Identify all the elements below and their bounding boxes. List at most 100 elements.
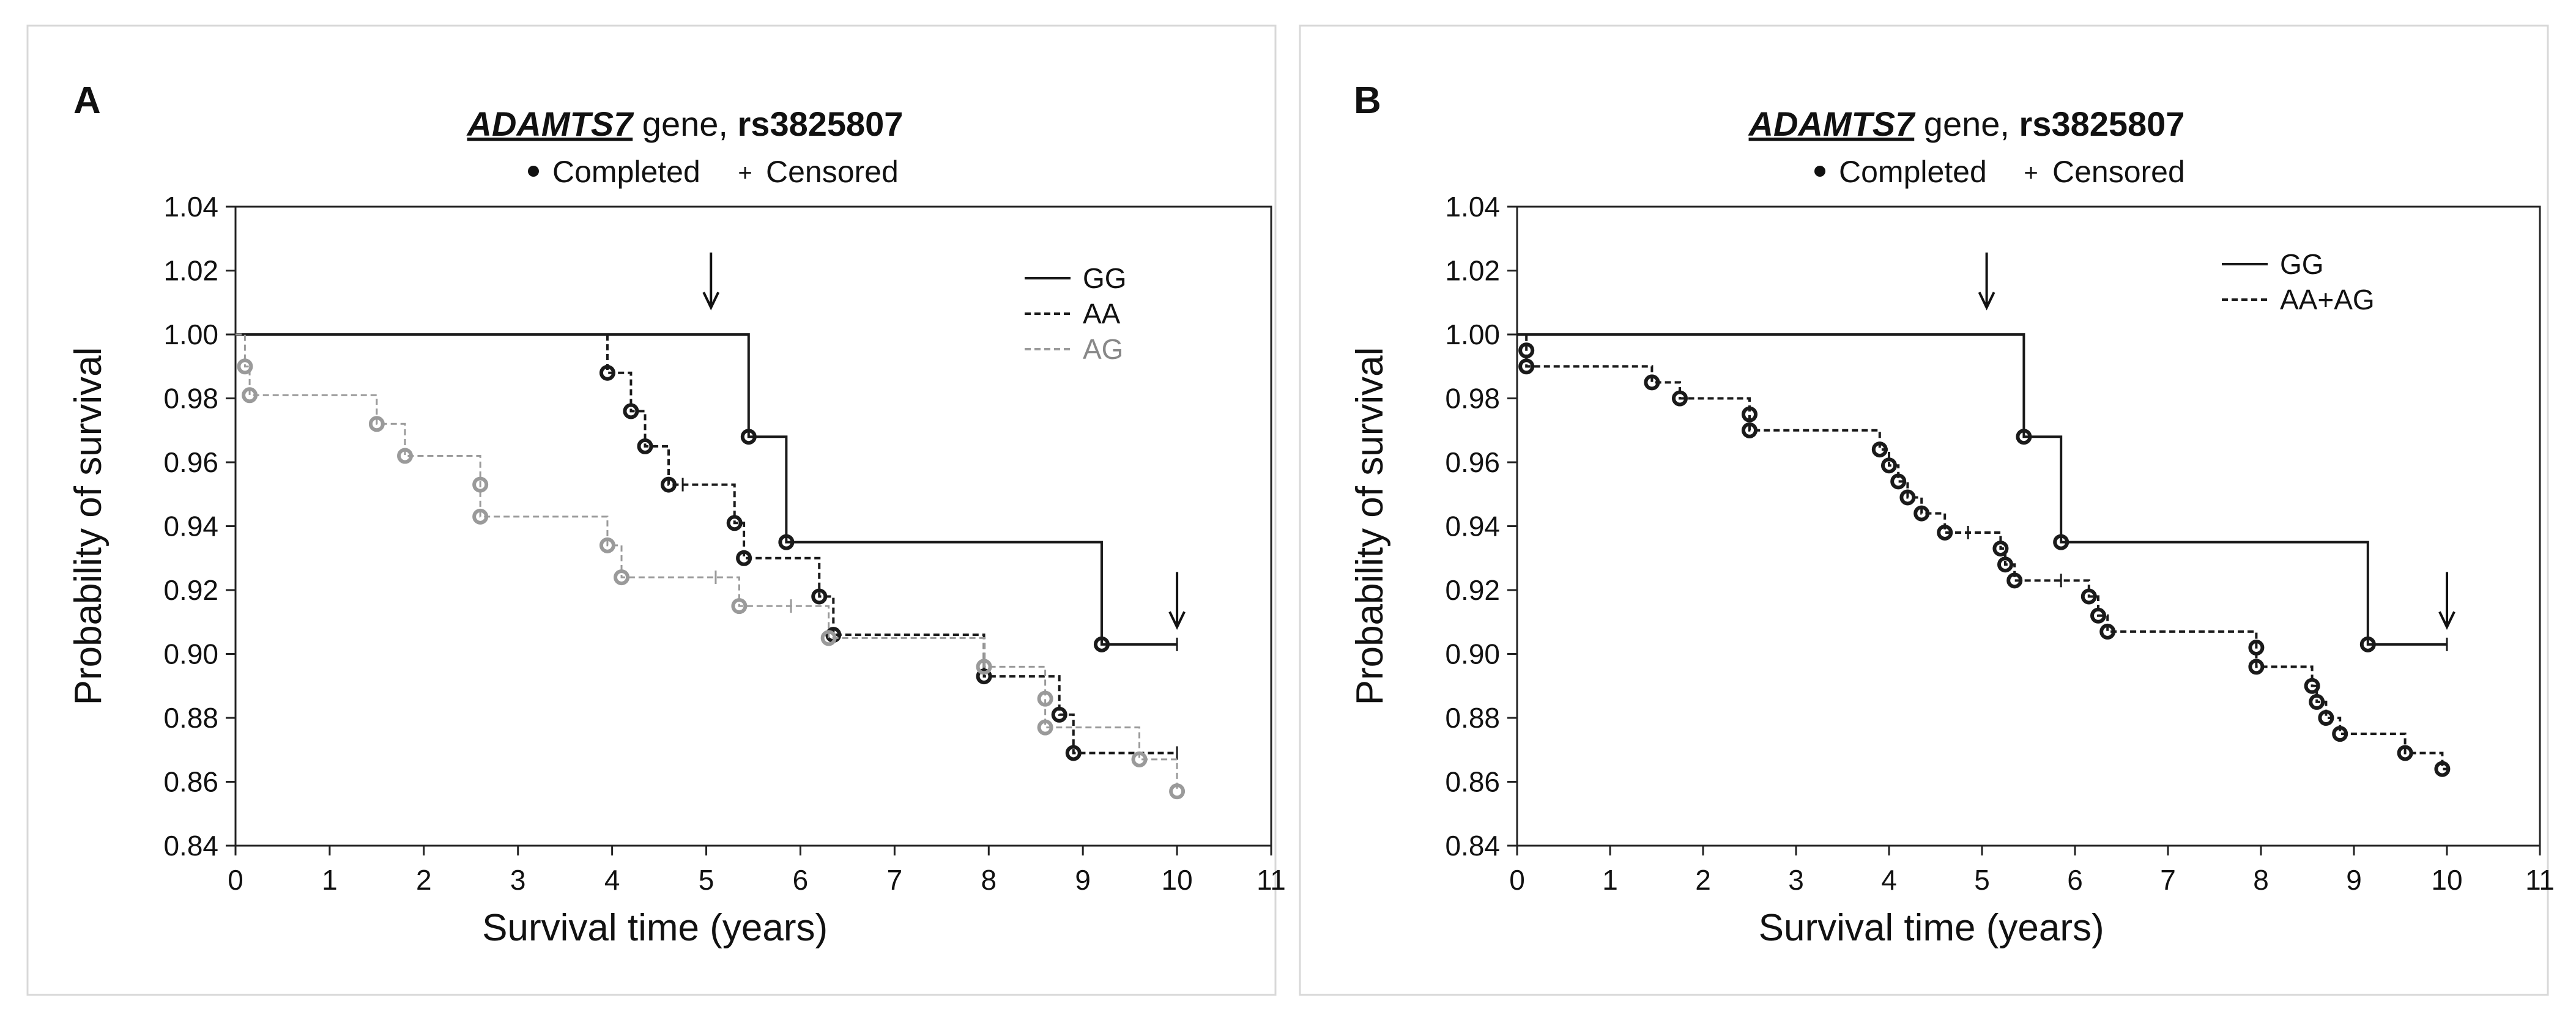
legend-label: GG xyxy=(1083,262,1127,294)
x-tick-label: 9 xyxy=(2346,864,2362,896)
panel-b-letter: B xyxy=(1354,79,1381,122)
y-tick-label: 0.88 xyxy=(1445,702,1500,734)
event-marker xyxy=(2248,640,2265,656)
event-marker xyxy=(1997,556,2013,573)
event-marker xyxy=(1913,505,1930,522)
event-marker xyxy=(2304,678,2320,694)
event-marker xyxy=(820,630,837,646)
event-marker xyxy=(1899,489,1916,506)
series-line-aa xyxy=(606,334,1178,755)
y-tick-label: 0.86 xyxy=(1445,766,1500,798)
x-tick-label: 8 xyxy=(981,864,997,896)
panel-a-completed-marker xyxy=(528,166,539,177)
event-marker xyxy=(811,588,828,605)
event-marker xyxy=(599,364,615,381)
x-tick-label: 3 xyxy=(1788,864,1804,896)
y-tick-label: 0.92 xyxy=(1445,574,1500,606)
y-tick-label: 0.96 xyxy=(163,446,218,478)
event-marker xyxy=(1742,406,1758,423)
y-axis-label: Probability of survival xyxy=(1349,347,1391,706)
x-tick-label: 2 xyxy=(1695,864,1711,896)
event-marker xyxy=(368,416,385,432)
event-marker xyxy=(736,550,752,566)
y-tick-label: 1.04 xyxy=(1445,191,1500,223)
series-line-aa-ag xyxy=(1517,333,2447,770)
event-marker xyxy=(614,569,630,586)
event-marker xyxy=(2434,761,2451,777)
event-marker xyxy=(1992,541,2009,557)
panel-b: B ADAMTS7 gene, rs3825807 Completed + Ce… xyxy=(1299,24,2549,996)
event-marker xyxy=(237,358,253,375)
y-tick-label: 0.84 xyxy=(163,830,218,862)
event-marker xyxy=(2006,572,2023,589)
y-tick-label: 1.00 xyxy=(163,319,218,350)
event-marker xyxy=(1672,390,1688,407)
y-tick-label: 1.04 xyxy=(163,191,218,223)
event-marker xyxy=(1890,473,1907,490)
x-tick-label: 9 xyxy=(1075,864,1091,896)
event-marker xyxy=(1644,374,1660,391)
event-marker xyxy=(1037,690,1053,707)
legend-label: AA+AG xyxy=(2280,284,2375,316)
event-marker xyxy=(976,659,992,675)
panel-a-frame xyxy=(26,24,1277,996)
x-axis-label: Survival time (years) xyxy=(1759,907,2104,949)
event-marker xyxy=(1169,783,1186,800)
y-tick-label: 1.02 xyxy=(163,255,218,287)
x-tick-label: 11 xyxy=(1256,864,1286,896)
event-marker xyxy=(976,668,992,685)
panel-a-title-snp: rs3825807 xyxy=(738,105,904,143)
panel-a: A ADAMTS7 gene, rs3825807 Completed + Ce… xyxy=(26,24,1277,996)
annotation-arrow-head xyxy=(1978,292,1995,311)
x-tick-label: 10 xyxy=(1162,864,1193,896)
x-tick-label: 1 xyxy=(322,864,338,896)
event-marker xyxy=(242,387,258,404)
y-tick-label: 0.86 xyxy=(163,766,218,798)
x-tick-label: 6 xyxy=(2067,864,2083,896)
event-marker xyxy=(2099,623,2116,640)
event-marker xyxy=(2090,607,2106,624)
panel-a-letter: A xyxy=(73,79,101,122)
panel-b-title-snp: rs3825807 xyxy=(2019,105,2185,143)
annotation-arrow-head xyxy=(1168,611,1186,630)
y-tick-label: 0.94 xyxy=(1445,511,1500,542)
series-line-gg xyxy=(236,333,1178,646)
event-marker xyxy=(740,429,757,445)
event-marker xyxy=(2053,534,2069,550)
event-marker xyxy=(660,476,677,493)
event-marker xyxy=(2016,429,2032,445)
event-marker xyxy=(599,537,615,553)
panel-b-title-gene: ADAMTS7 xyxy=(1748,105,1917,143)
series-line-gg xyxy=(1517,333,2447,646)
event-marker xyxy=(778,534,795,550)
x-tick-label: 0 xyxy=(228,864,243,896)
x-tick-label: 7 xyxy=(2160,864,2176,896)
panel-a-censored-marker: + xyxy=(738,160,752,187)
event-marker xyxy=(731,598,748,615)
event-marker xyxy=(1065,745,1082,761)
x-tick-label: 4 xyxy=(1881,864,1897,896)
series-line-ag xyxy=(236,333,1178,792)
y-tick-label: 0.84 xyxy=(1445,830,1500,862)
y-tick-label: 0.88 xyxy=(163,702,218,734)
event-marker xyxy=(1518,358,1535,375)
panel-a-title: ADAMTS7 gene, rs3825807 xyxy=(466,105,904,143)
panel-b-title-mid: gene, xyxy=(1914,105,2019,143)
event-marker xyxy=(1051,706,1067,723)
event-marker xyxy=(1093,636,1110,652)
x-tick-label: 5 xyxy=(1974,864,1990,896)
event-marker xyxy=(472,476,489,493)
x-axis-label: Survival time (years) xyxy=(482,907,828,949)
legend-label: AG xyxy=(1083,333,1123,365)
plot-area xyxy=(1516,205,2541,847)
y-tick-label: 0.96 xyxy=(1445,446,1500,478)
panel-a-title-gene: ADAMTS7 xyxy=(466,105,635,143)
y-tick-label: 1.00 xyxy=(1445,319,1500,350)
event-marker xyxy=(623,403,639,419)
chart-b: 0 1 2 3 4 5 6 7 8 9 10 11 0.84 0.86 0.88 0.90 0.92 0.94 0.… xyxy=(1349,191,2555,949)
x-tick-label: 1 xyxy=(1602,864,1618,896)
panel-b-completed-marker xyxy=(1814,166,1825,177)
event-marker xyxy=(1742,422,1758,438)
panel-a-completed-label: Completed xyxy=(552,155,700,189)
event-marker xyxy=(2332,726,2348,742)
